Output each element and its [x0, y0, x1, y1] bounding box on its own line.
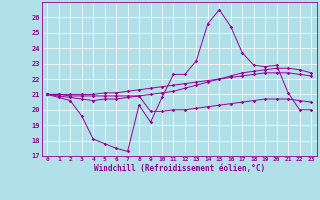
X-axis label: Windchill (Refroidissement éolien,°C): Windchill (Refroidissement éolien,°C) [94, 164, 265, 173]
